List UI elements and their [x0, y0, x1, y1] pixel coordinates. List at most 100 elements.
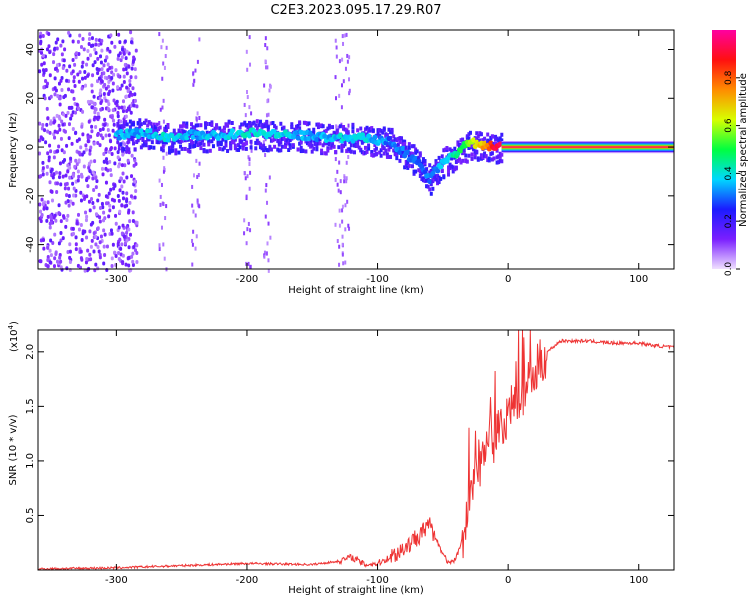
spectrogram-cell — [117, 32, 121, 37]
snr-frame — [37, 329, 675, 571]
spectrogram-cell — [320, 123, 324, 128]
spectrogram-cell — [296, 123, 300, 128]
spectrogram-cell — [180, 146, 184, 151]
spectrogram-cell — [437, 155, 441, 160]
spectrogram-cell — [135, 104, 139, 109]
spectrogram-cell — [247, 155, 250, 160]
spectrogram-cell — [438, 164, 444, 170]
spectrogram-cell — [183, 130, 187, 135]
spectrogram-cell — [246, 227, 249, 232]
spectrogram-cell — [125, 94, 129, 99]
spectrogram-cell — [479, 156, 483, 161]
spectrogram-cell — [160, 225, 163, 230]
spectrogram-cell — [84, 143, 88, 148]
spectrogram-cell — [486, 132, 490, 137]
spectrogram-cell — [45, 171, 49, 176]
spectrogram-cell — [215, 125, 219, 130]
spectrogram-cell — [75, 221, 79, 226]
spectrogram-cell — [83, 268, 87, 273]
spectrogram-cell — [269, 147, 273, 152]
spectrogram-cell — [296, 147, 300, 152]
spectrogram-cell — [194, 123, 198, 128]
spectrogram-cell — [75, 51, 79, 56]
spectrogram-cell — [376, 131, 380, 136]
spectrogram-cell — [309, 144, 313, 149]
spectrogram-cell — [191, 242, 194, 247]
spectrogram-cell — [103, 253, 107, 258]
spectrogram-cell — [497, 160, 501, 165]
spectrogram-cell — [459, 138, 463, 143]
spectrogram-cell — [266, 200, 269, 205]
spectrogram-cell — [243, 231, 246, 236]
spectrogram-cell — [65, 266, 69, 271]
spectrogram-cell — [93, 115, 97, 120]
spectrogram-cell — [255, 126, 259, 131]
spectrogram-cell — [337, 125, 340, 130]
spectrogram-cell — [56, 93, 60, 98]
spectrogram-cell — [205, 130, 209, 135]
spectrogram-cell — [398, 139, 402, 144]
spectrogram-cell — [86, 184, 90, 189]
spectrogram-cell — [160, 45, 163, 50]
spectrogram-cell — [425, 167, 429, 172]
spectrogram-cell — [486, 139, 490, 144]
spectrogram-cell — [483, 153, 487, 158]
spectrogram-cell — [111, 128, 115, 133]
spectrogram-cell — [70, 113, 74, 118]
spectrogram-cell — [267, 112, 270, 117]
spectrogram-cell — [263, 83, 266, 88]
spectrogram-cell — [110, 152, 114, 157]
spectrogram-cell — [258, 142, 262, 147]
spectrogram-cell — [83, 229, 87, 234]
spectrogram-cell — [119, 246, 123, 251]
spectrogram-cell — [318, 141, 322, 146]
spectrogram-cell — [249, 170, 252, 175]
spectrogram-cell — [128, 200, 132, 205]
spectrogram-cell — [263, 250, 266, 255]
spectrogram-cell — [111, 81, 115, 86]
spectrogram-cell — [347, 123, 350, 128]
spectrogram-cell — [266, 99, 269, 104]
spectrogram-cell — [135, 140, 139, 145]
spectrogram-band — [501, 146, 674, 148]
spectrogram-cell — [72, 186, 76, 191]
spectrogram-cell — [107, 191, 111, 196]
spectrogram-cell — [251, 132, 255, 137]
spectrogram-cell — [370, 152, 374, 157]
spectrogram-cell — [191, 184, 194, 189]
spectrogram-cell — [112, 72, 116, 77]
spectrogram-cells — [38, 30, 504, 273]
spectrogram-cell — [106, 127, 110, 132]
spectrogram-cell — [447, 168, 451, 173]
spectrogram-cell — [134, 48, 138, 53]
spectrogram-cell — [410, 144, 414, 149]
spectrogram-cell — [117, 53, 121, 58]
spectrogram-cell — [342, 261, 345, 266]
spectrogram-cell — [191, 140, 195, 145]
spectrogram-cell — [475, 131, 479, 136]
spectrogram-cell — [425, 178, 429, 183]
spectrogram-cell — [129, 103, 133, 108]
spectrogram-cell — [122, 51, 126, 56]
spectrogram-cell — [342, 125, 346, 130]
spectrogram-cell — [264, 59, 267, 64]
spectrogram-cell — [335, 45, 338, 50]
spectrogram-cell — [131, 218, 135, 223]
spectrogram-cell — [238, 138, 242, 143]
spectrogram-cell — [320, 151, 324, 156]
spectrogram-cell — [67, 203, 71, 208]
spectrogram-cell — [349, 143, 353, 148]
spectrogram-cell — [348, 55, 351, 60]
spectrogram-cell — [59, 43, 63, 48]
spectrogram-cell — [90, 105, 94, 110]
spectrogram-cell — [434, 174, 438, 179]
spectrogram-cell — [55, 149, 59, 154]
spectrogram-cell — [196, 111, 199, 116]
spectrogram-cell — [500, 138, 504, 143]
spectrogram-cell — [65, 218, 69, 223]
spectrogram-cell — [118, 237, 122, 242]
spectrogram-cell — [210, 139, 214, 144]
spectrogram-cell — [398, 136, 402, 141]
spectrogram-cell — [40, 197, 44, 202]
spectrogram-cell — [100, 166, 104, 171]
